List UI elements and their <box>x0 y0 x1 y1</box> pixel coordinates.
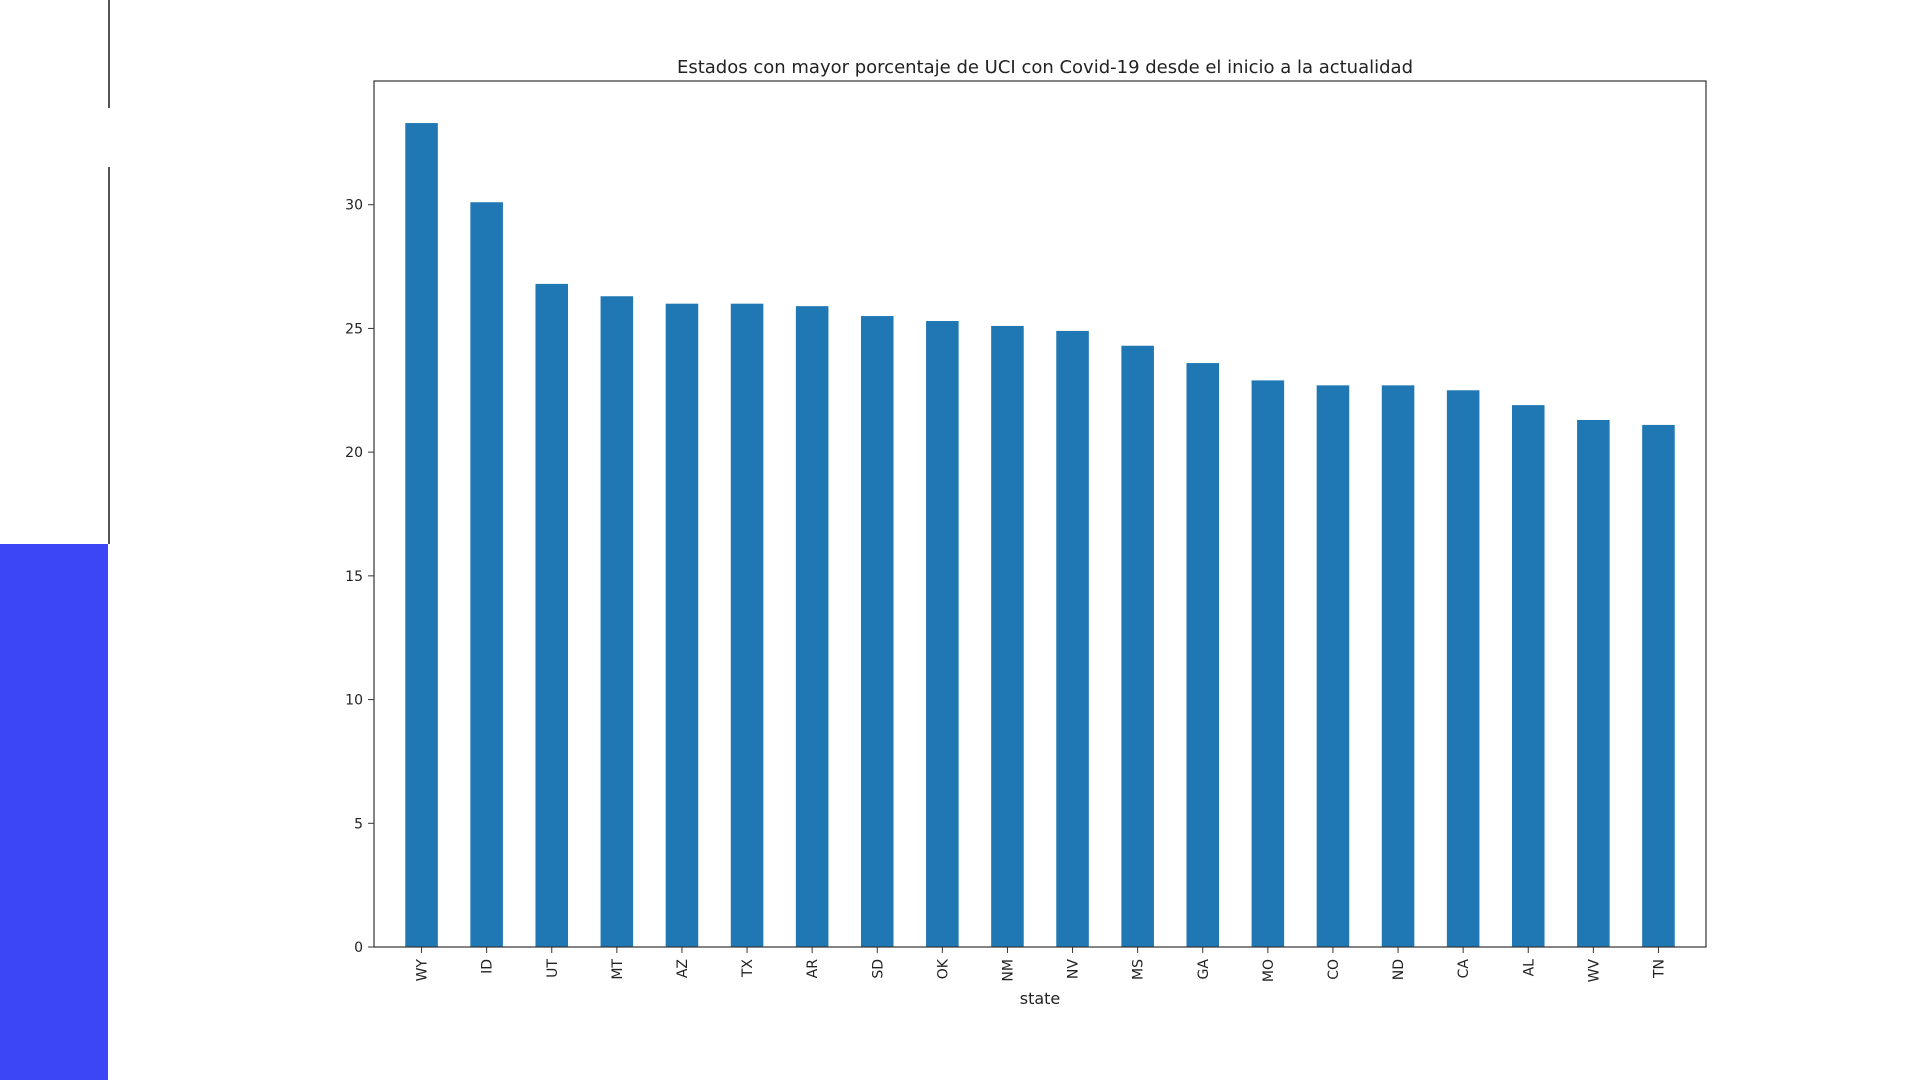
bar-wy <box>405 123 438 947</box>
bar-nd <box>1381 385 1415 947</box>
y-tick-label: 25 <box>345 321 363 337</box>
bar-ms <box>1121 345 1154 948</box>
y-tick-label: 15 <box>345 569 363 585</box>
x-tick-label: NV <box>1066 959 1082 979</box>
bar-sd <box>860 316 894 947</box>
bar-nv <box>1056 330 1089 948</box>
side-accent-block <box>0 544 108 1080</box>
x-tick-label: SD <box>870 959 886 979</box>
x-tick-label: AR <box>805 959 821 979</box>
x-tick-label: AZ <box>675 959 691 978</box>
bar-wv <box>1577 419 1610 947</box>
bar-nm <box>991 325 1024 947</box>
bar-az <box>665 303 699 948</box>
side-rule-top <box>108 0 110 108</box>
bar-ga <box>1186 363 1220 947</box>
x-tick-label: OK <box>935 958 951 979</box>
x-tick-label: GA <box>1196 959 1212 980</box>
x-tick-label: CO <box>1326 959 1342 980</box>
bar-al <box>1511 405 1545 947</box>
y-tick-label: 20 <box>345 445 363 461</box>
y-axis-ticks: 0 5 10 15 20 25 30 <box>345 198 374 956</box>
x-tick-label: UT <box>545 959 561 978</box>
x-tick-label: TX <box>740 959 756 979</box>
x-axis-ticks: WY ID UT MT AZ TX AR SD OK NM NV MS GA MO CO ND CA AL WV TN <box>415 947 1667 983</box>
x-tick-label: ID <box>480 959 496 974</box>
y-tick-label: 5 <box>354 816 363 832</box>
bar-ca <box>1446 390 1480 947</box>
bar-id <box>470 202 503 948</box>
x-tick-label: MS <box>1131 959 1147 980</box>
bars-group <box>405 123 1675 948</box>
x-tick-label: ND <box>1391 959 1407 980</box>
y-tick-label: 0 <box>354 940 363 956</box>
x-tick-label: WY <box>415 959 431 982</box>
side-rule-middle <box>108 167 110 544</box>
x-tick-label: MO <box>1261 959 1277 982</box>
plot-frame <box>373 80 1707 948</box>
bar-mt <box>600 296 634 948</box>
x-tick-label: NM <box>1000 959 1016 982</box>
y-tick-label: 30 <box>345 198 363 214</box>
x-tick-label: AL <box>1521 959 1537 977</box>
y-tick-label: 10 <box>345 693 363 709</box>
x-tick-label: MT <box>610 959 626 980</box>
x-tick-label: TN <box>1651 959 1667 979</box>
x-axis-label: state <box>1020 989 1061 1008</box>
chart-title: Estados con mayor porcentaje de UCI con … <box>677 57 1413 78</box>
bar-co <box>1316 385 1350 947</box>
bar-ut <box>535 283 569 947</box>
bar-tn <box>1642 424 1675 947</box>
bar-ok <box>926 321 959 947</box>
x-tick-label: WV <box>1586 959 1602 983</box>
x-tick-label: CA <box>1456 959 1472 979</box>
bar-ar <box>795 306 829 947</box>
bar-tx <box>730 303 764 948</box>
bar-mo <box>1251 380 1285 948</box>
